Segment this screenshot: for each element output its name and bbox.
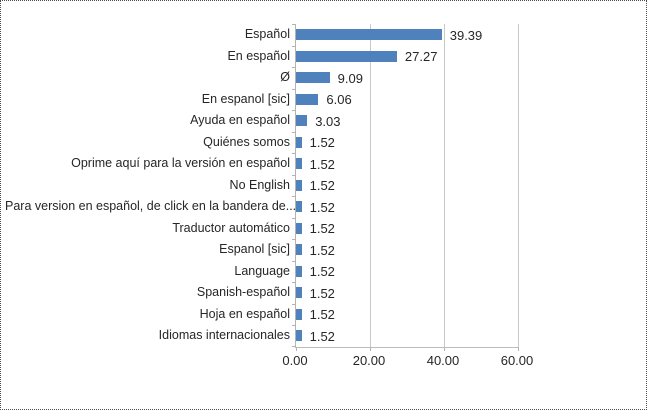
value-label: 27.27: [404, 49, 438, 65]
bar: [296, 222, 302, 234]
y-tick-mark: [292, 261, 296, 262]
gridline: [518, 24, 519, 347]
category-label: Para version en español, de click en la …: [5, 199, 297, 214]
bar: [296, 50, 397, 62]
bar: [296, 179, 302, 191]
x-tick-mark: [370, 347, 371, 351]
value-label: 1.52: [309, 135, 335, 151]
y-tick-mark: [292, 153, 296, 154]
bar: [296, 158, 302, 170]
value-label: 1.52: [309, 264, 335, 280]
bar: [296, 330, 302, 342]
category-label: Spanish-español: [196, 285, 290, 300]
bar-row: 1.52: [296, 325, 518, 347]
gridline: [370, 24, 371, 347]
bar: [296, 265, 302, 277]
plot-area: 39.39 27.27 9.09 6.06 3.03 1.52 1.52 1.52 1.52 1.…: [292, 24, 519, 351]
bar-row: 1.52: [296, 153, 518, 175]
x-tick-label: 20.00: [352, 353, 386, 368]
y-tick-mark: [292, 346, 296, 347]
value-label: 1.52: [309, 199, 335, 215]
category-label: Traductor automático: [172, 220, 290, 235]
bar-row: 3.03: [296, 110, 518, 132]
y-tick-mark: [292, 24, 296, 25]
bar: [296, 308, 302, 320]
value-label: 1.52: [309, 307, 335, 323]
category-label: Ayuda en español: [190, 113, 290, 128]
x-tick-mark: [296, 347, 297, 351]
y-tick-mark: [292, 218, 296, 219]
bar-row: 39.39: [296, 24, 518, 46]
bar: [296, 72, 330, 84]
y-tick-mark: [292, 239, 296, 240]
bar: [296, 93, 319, 105]
bar-row: 1.52: [296, 196, 518, 218]
y-tick-mark: [292, 46, 296, 47]
category-labels: Español En español Ø En espanol [sic] Ayuda …: [5, 24, 297, 347]
category-label: Quiénes somos: [203, 134, 290, 149]
category-label: Español: [244, 27, 290, 41]
bar-row: 1.52: [296, 304, 518, 326]
y-tick-mark: [292, 89, 296, 90]
y-tick-mark: [292, 282, 296, 283]
bar: [296, 244, 302, 256]
bar-row: 27.27: [296, 46, 518, 68]
category-label: Language: [234, 263, 290, 278]
category-label: Oprime aquí para la versión en español: [71, 156, 290, 171]
bar: [296, 201, 302, 213]
gridline: [444, 24, 445, 347]
value-label: 1.52: [309, 285, 335, 301]
x-tick-mark: [444, 347, 445, 351]
y-tick-mark: [292, 67, 296, 68]
y-tick-mark: [292, 110, 296, 111]
bar-row: 1.52: [296, 261, 518, 283]
category-label: En espanol [sic]: [201, 91, 290, 106]
bar: [296, 115, 308, 127]
bar-row: 6.06: [296, 89, 518, 111]
value-label: 1.52: [309, 221, 335, 237]
x-tick-label: 40.00: [426, 353, 460, 368]
value-label: 1.52: [309, 242, 335, 258]
bar: [296, 29, 442, 40]
y-tick-mark: [292, 325, 296, 326]
bar: [296, 136, 302, 148]
x-tick-mark: [518, 347, 519, 351]
bar-row: 1.52: [296, 132, 518, 154]
y-tick-mark: [292, 132, 296, 133]
category-label: Ø: [280, 70, 290, 85]
value-label: 6.06: [326, 92, 352, 108]
value-label: 1.52: [309, 328, 335, 344]
value-label: 1.52: [309, 178, 335, 194]
value-label: 1.52: [309, 156, 335, 172]
bar-row: 1.52: [296, 239, 518, 261]
bar-row: 1.52: [296, 175, 518, 197]
x-axis-labels: 0.00 20.00 40.00 60.00: [282, 353, 533, 369]
y-tick-mark: [292, 196, 296, 197]
bar-row: 9.09: [296, 67, 518, 89]
category-label: No English: [229, 177, 290, 192]
y-tick-mark: [292, 304, 296, 305]
value-label: 3.03: [315, 113, 341, 129]
category-label: En español: [227, 48, 290, 63]
category-label: Hoja en español: [199, 306, 290, 321]
bar-row: 1.52: [296, 282, 518, 304]
x-tick-label: 0.00: [282, 353, 308, 368]
bar-row: 1.52: [296, 218, 518, 240]
value-label: 9.09: [337, 70, 363, 86]
y-tick-mark: [292, 175, 296, 176]
category-label: Idiomas internacionales: [158, 328, 290, 343]
bar: [296, 287, 302, 299]
category-label: Espanol [sic]: [219, 242, 290, 257]
x-tick-label: 60.00: [500, 353, 534, 368]
value-label: 39.39: [449, 27, 483, 43]
